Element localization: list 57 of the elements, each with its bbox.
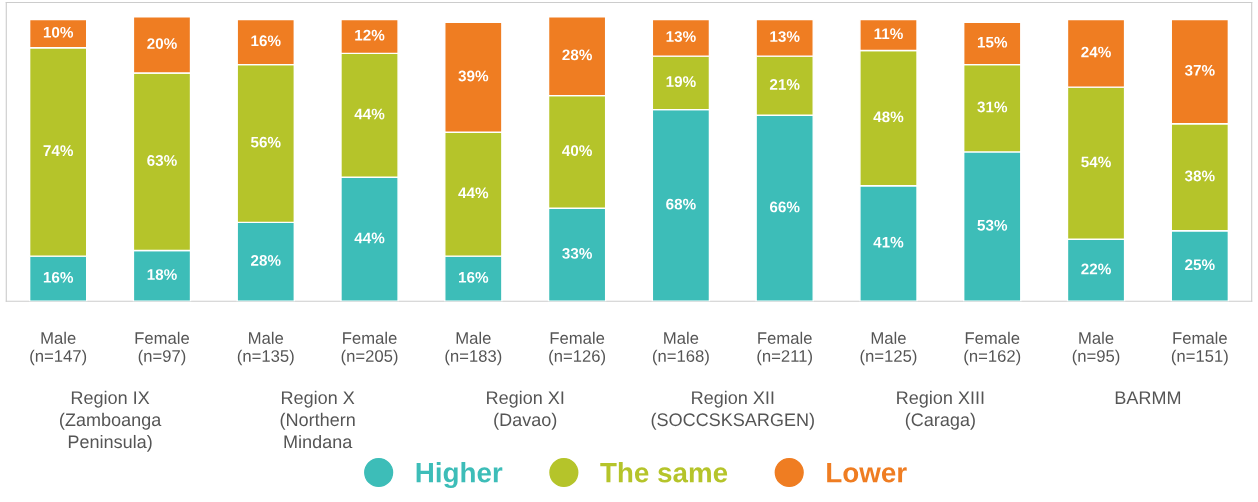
data-label: 15% — [977, 36, 1008, 48]
data-label: 10% — [43, 26, 74, 38]
text: Region IX (Zamboanga Peninsula) — [60, 390, 162, 452]
x-tick-label: Male (n=147) — [30, 331, 87, 366]
data-label: 74% — [43, 145, 74, 156]
data-label: 13% — [770, 31, 800, 42]
data-label: 40% — [562, 145, 592, 157]
data-label: 39% — [458, 70, 489, 82]
data-label: 48% — [873, 111, 904, 123]
data-label: 53% — [977, 219, 1008, 231]
x-tick-label: Male (n=168) — [652, 331, 709, 366]
data-label: 18% — [147, 269, 177, 280]
x-tick-label: Female (n=126) — [549, 331, 606, 366]
data-label: 24% — [1081, 46, 1111, 58]
data-label: 20% — [147, 38, 177, 49]
legend-label: Higher — [416, 462, 503, 489]
x-tick-label: Female (n=205) — [341, 331, 398, 366]
legend-label: Lower — [827, 463, 907, 483]
data-label: 16% — [43, 271, 74, 283]
data-label: 54% — [1081, 156, 1111, 168]
data-label: 12% — [355, 29, 385, 41]
data-label: 37% — [1184, 64, 1215, 76]
data-label: 31% — [977, 101, 1008, 113]
data-label: 56% — [250, 136, 281, 148]
data-label: 25% — [1185, 259, 1215, 271]
data-label: 16% — [459, 271, 489, 283]
data-label: 19% — [666, 76, 696, 88]
x-tick-label: Male (n=135) — [237, 331, 294, 366]
data-label: 22% — [1081, 263, 1111, 275]
data-label: 44% — [354, 232, 385, 244]
x-tick-label: Female (n=151) — [1171, 331, 1228, 366]
data-label: 21% — [769, 79, 800, 90]
text: Region XII (SOCCSKSARGEN) — [651, 390, 814, 430]
text: Region XI (Davao) — [487, 390, 564, 430]
data-label: 33% — [562, 248, 592, 259]
x-tick-label: Female (n=97) — [135, 331, 190, 366]
data-label: 66% — [769, 201, 800, 213]
data-label: 13% — [666, 31, 696, 42]
data-label: 68% — [666, 198, 696, 210]
data-label: 44% — [354, 108, 385, 120]
data-label: 63% — [147, 155, 177, 166]
text: BARMM — [1115, 391, 1181, 404]
text: Region XIII (Caraga) — [897, 390, 984, 430]
data-label: 38% — [1184, 170, 1215, 182]
text: Region X (Northern Mindana — [280, 390, 355, 449]
data-label: 11% — [874, 28, 903, 40]
data-label: 44% — [458, 187, 489, 199]
data-label: 41% — [873, 236, 904, 248]
x-tick-label: Female (n=162) — [964, 331, 1021, 366]
legend-label: The same — [600, 462, 728, 483]
data-label: 16% — [251, 35, 281, 47]
data-label: 28% — [250, 255, 281, 266]
data-label: 28% — [562, 49, 592, 61]
x-tick-label: Male (n=183) — [445, 331, 502, 366]
x-tick-label: Female (n=211) — [757, 331, 812, 366]
x-tick-label: Male (n=95) — [1072, 331, 1120, 366]
x-tick-label: Male (n=125) — [860, 331, 917, 366]
